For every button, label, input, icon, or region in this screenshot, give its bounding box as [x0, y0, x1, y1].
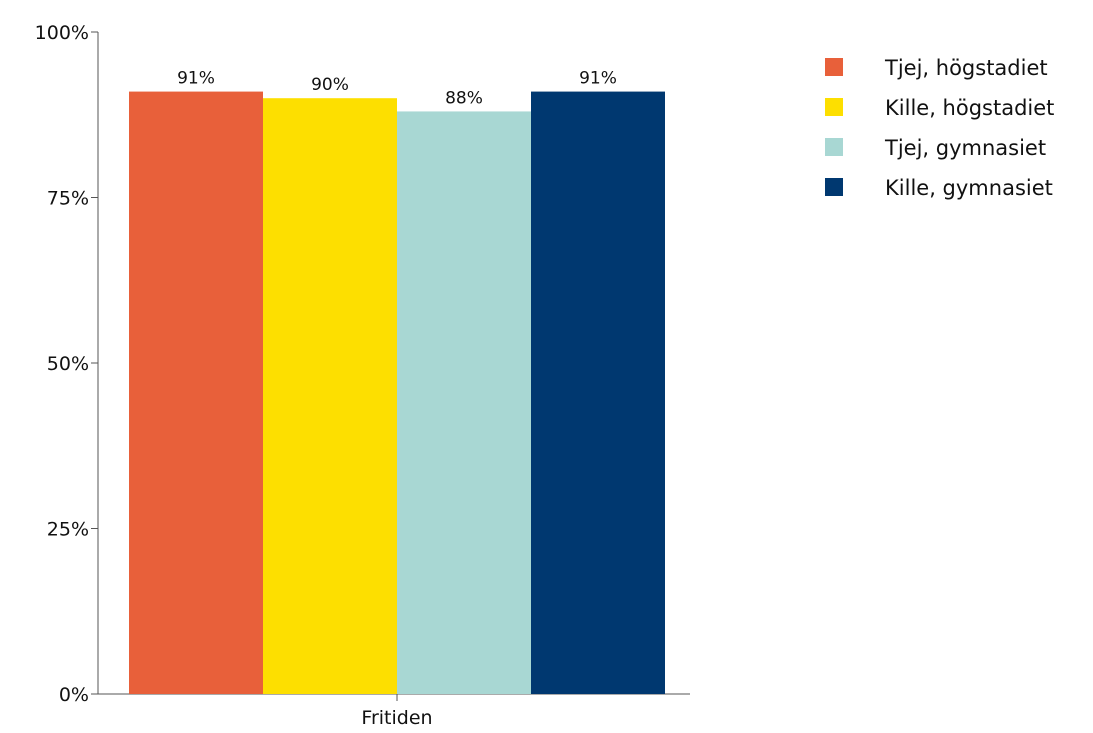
y-tick-label: 25%: [47, 519, 89, 541]
legend-swatch: [825, 58, 843, 76]
legend: Tjej, högstadiet Kille, högstadiet Tjej, g…: [825, 56, 1054, 200]
legend-swatch: [825, 138, 843, 156]
y-tick-label: 50%: [47, 353, 89, 375]
bar-value-label: 88%: [445, 88, 483, 108]
bars: [129, 91, 665, 694]
bar-4: [531, 91, 665, 694]
y-tick-label: 75%: [47, 188, 89, 210]
y-axis: 0% 25% 50% 75% 100%: [35, 22, 99, 706]
x-axis: Fritiden: [98, 693, 690, 729]
legend-swatch: [825, 178, 843, 196]
bar-value-label: 91%: [177, 69, 215, 89]
legend-label: Tjej, högstadiet: [884, 56, 1048, 80]
bar-value-label: 91%: [579, 69, 617, 89]
bar-value-label: 90%: [311, 75, 349, 95]
legend-label: Kille, gymnasiet: [885, 176, 1053, 200]
legend-label: Tjej, gymnasiet: [884, 136, 1046, 160]
data-labels: 91% 90% 88% 91%: [177, 69, 617, 109]
bar-2: [263, 98, 397, 694]
bar-1: [129, 91, 263, 694]
legend-label: Kille, högstadiet: [885, 96, 1054, 120]
legend-swatch: [825, 98, 843, 116]
x-category-label: Fritiden: [361, 707, 432, 728]
y-tick-label: 100%: [35, 22, 89, 44]
bar-3: [397, 111, 531, 694]
y-tick-label: 0%: [59, 684, 89, 706]
